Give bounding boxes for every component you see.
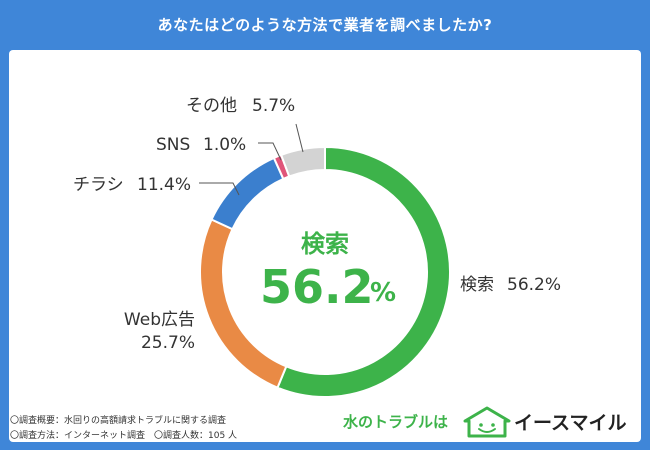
- donut-slice-0: [276, 145, 451, 398]
- center-label: 検索: [301, 230, 349, 258]
- center-unit: %: [370, 278, 396, 308]
- value-chirashi: 11.4%: [137, 175, 191, 195]
- value-sns: 1.0%: [203, 135, 246, 155]
- value-other: 5.7%: [252, 96, 295, 116]
- label-web: Web広告: [124, 310, 195, 330]
- center-value: 56.2: [260, 260, 374, 314]
- label-chirashi: チラシ: [73, 175, 124, 195]
- leader-line-sns: [258, 142, 282, 161]
- value-kensaku: 56.2%: [507, 275, 561, 295]
- brand-name: イースマイル: [514, 412, 627, 434]
- label-kensaku: 検索: [460, 275, 494, 295]
- label-sns: SNS: [156, 135, 190, 155]
- footnote-survey-method: 〇調査方法：インターネット調査 〇調査人数：105 人: [10, 431, 238, 441]
- leader-line-chirashi: [199, 182, 240, 196]
- chart-title: あなたはどのような方法で業者を調べましたか?: [157, 16, 493, 34]
- leader-line-other: [295, 123, 304, 153]
- footnote-survey-summary: 〇調査概要：水回りの高額請求トラブルに関する調査: [10, 416, 227, 426]
- house-smile-icon: [463, 406, 511, 438]
- value-web: 25.7%: [141, 333, 195, 353]
- donut-slice-4: [279, 145, 326, 178]
- brand-tagline: 水のトラブルは: [343, 413, 449, 431]
- label-other: その他: [186, 96, 237, 116]
- donut-slice-2: [210, 156, 285, 231]
